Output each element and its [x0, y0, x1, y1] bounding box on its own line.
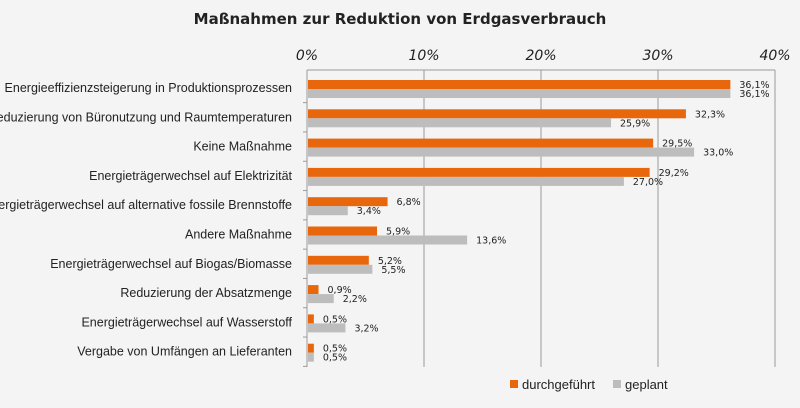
category-label: Andere Maßnahme [185, 228, 292, 242]
category-label: Reduzierung von Büronutzung und Raumtemp… [0, 110, 292, 124]
category-label: Keine Maßnahme [193, 140, 292, 154]
data-label: 29,5% [662, 139, 692, 150]
x-tick-label: 40% [759, 48, 790, 64]
bar-durchgefuehrt [308, 167, 650, 177]
data-label: 33,0% [703, 148, 733, 159]
legend-swatch [613, 380, 621, 388]
bar-durchgefuehrt [308, 109, 686, 119]
data-label: 27,0% [633, 177, 663, 188]
bar-geplant [308, 118, 612, 128]
bar-geplant [308, 176, 624, 186]
bar-durchgefuehrt [308, 314, 314, 324]
data-label: 32,3% [695, 109, 725, 120]
bar-geplant [308, 206, 348, 216]
bar-durchgefuehrt [308, 343, 314, 353]
bar-durchgefuehrt [308, 197, 388, 207]
bar-geplant [308, 235, 468, 245]
data-label: 36,1% [739, 80, 769, 91]
data-label: 29,2% [659, 168, 689, 179]
category-label: Energieträgerwechsel auf Elektrizität [89, 169, 292, 183]
data-label: 3,4% [357, 206, 381, 217]
data-label: 0,9% [328, 285, 352, 296]
legend-label: geplant [625, 377, 668, 392]
category-label: Vergabe von Umfängen an Lieferanten [77, 345, 292, 359]
x-tick-label: 10% [408, 48, 439, 64]
data-label: 25,9% [620, 118, 650, 129]
data-label: 13,6% [476, 236, 506, 247]
category-label: Reduzierung der Absatzmenge [120, 286, 292, 300]
category-label: Energieträgerwechsel auf Biogas/Biomasse [50, 257, 292, 271]
bar-durchgefuehrt [308, 80, 731, 89]
bar-durchgefuehrt [308, 285, 319, 295]
data-label: 0,5% [323, 353, 347, 364]
legend-label: durchgeführt [522, 377, 595, 392]
bar-geplant [308, 323, 346, 333]
data-label: 3,2% [354, 323, 378, 334]
data-label: 0,5% [323, 344, 347, 355]
data-label: 2,2% [343, 294, 367, 305]
data-label: 6,8% [397, 197, 421, 208]
data-label: 0,5% [323, 314, 347, 325]
bar-durchgefuehrt [308, 255, 369, 265]
data-label: 5,2% [378, 256, 402, 267]
category-label: Energieträgerwechsel auf alternative fos… [0, 198, 292, 212]
bar-geplant [308, 89, 731, 98]
category-label: Energieträgerwechsel auf Wasserstoff [81, 315, 292, 329]
x-tick-label: 20% [525, 48, 556, 64]
category-label: Energieeffizienzsteigerung in Produktion… [5, 81, 292, 95]
chart-title: Maßnahmen zur Reduktion von Erdgasverbra… [193, 10, 607, 28]
data-label: 5,9% [386, 227, 410, 238]
x-tick-label: 30% [642, 48, 673, 64]
bar-geplant [308, 264, 373, 274]
bar-geplant [308, 294, 334, 304]
bar-durchgefuehrt [308, 138, 654, 148]
x-tick-label: 0% [296, 48, 318, 64]
bar-durchgefuehrt [308, 226, 378, 236]
bar-geplant [308, 352, 314, 362]
data-label: 5,5% [381, 265, 405, 276]
legend-swatch [510, 380, 518, 388]
data-label: 36,1% [739, 89, 769, 100]
bar-geplant [308, 147, 695, 157]
